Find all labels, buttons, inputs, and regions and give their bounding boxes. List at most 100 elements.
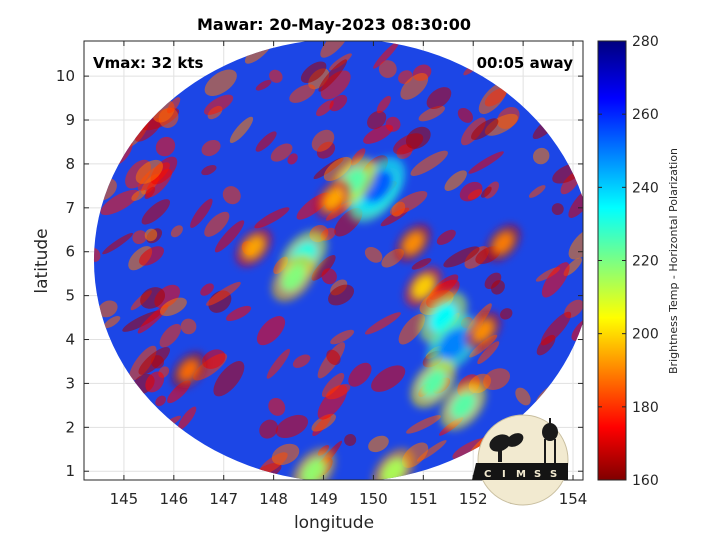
texture-streak — [320, 70, 351, 100]
texture-streak — [406, 415, 441, 434]
texture-streak — [328, 284, 355, 306]
texture-streak — [344, 433, 357, 447]
texture-streak — [159, 297, 187, 317]
texture-streak — [568, 227, 583, 260]
y-tick-label: 3 — [65, 374, 75, 392]
texture-streak — [484, 113, 518, 136]
y-tick-label: 2 — [65, 418, 75, 436]
logo-letter: C — [484, 469, 491, 480]
x-tick-label: 150 — [359, 490, 388, 508]
texture-streak — [378, 60, 397, 78]
x-tick-label: 148 — [259, 490, 288, 508]
texture-streak — [443, 246, 480, 268]
texture-streak — [222, 186, 241, 205]
logo-banner — [472, 463, 568, 480]
texture-streak — [318, 59, 348, 92]
x-tick-label: 152 — [459, 490, 488, 508]
texture-streak — [459, 181, 483, 202]
logo-letter: I — [502, 469, 506, 480]
texture-streak — [330, 329, 355, 345]
x-tick-label: 149 — [309, 490, 338, 508]
colorbar-tick-label: 280 — [632, 34, 659, 50]
texture-streak — [132, 230, 147, 245]
texture-streak — [170, 225, 183, 238]
texture-streak — [321, 373, 345, 398]
texture-streak — [484, 88, 507, 107]
texture-streak — [571, 314, 583, 341]
texture-streak — [500, 308, 513, 320]
texture-streak — [177, 406, 197, 430]
texture-streak — [477, 341, 500, 365]
texture-streak — [364, 246, 383, 263]
texture-streak — [389, 191, 428, 216]
colorbar — [598, 41, 626, 480]
texture-streak — [320, 41, 349, 58]
y-tick-label: 9 — [65, 111, 75, 129]
texture-streak — [271, 443, 300, 466]
texture-streak — [568, 185, 583, 219]
logo-letter: M — [516, 469, 526, 480]
texture-streak — [204, 94, 234, 115]
texture-streak — [363, 124, 394, 144]
texture-streak — [155, 136, 176, 157]
x-tick-label: 146 — [159, 490, 188, 508]
texture-streak — [326, 349, 341, 366]
texture-streak — [202, 349, 226, 369]
logo-letter: S — [534, 469, 541, 480]
feature-core — [243, 236, 265, 259]
colorbar-tick-label: 160 — [632, 473, 659, 489]
texture-streak — [533, 147, 550, 165]
y-tick-label: 6 — [65, 243, 75, 261]
texture-streak — [98, 300, 118, 318]
texture-streak — [325, 383, 351, 400]
feature-core — [420, 369, 447, 398]
colorbar-label: Brightness Temp - Horizontal Polarizatio… — [667, 148, 680, 374]
cimss-logo: C I M S S — [472, 414, 569, 506]
y-tick-label: 1 — [65, 462, 75, 480]
texture-streak — [226, 305, 252, 322]
texture-streak — [436, 229, 456, 245]
logo-dish-icon — [489, 433, 524, 462]
texture-streak — [457, 107, 473, 123]
texture-streak — [201, 164, 217, 176]
colorbar-tick-label: 240 — [632, 180, 659, 196]
texture-streak — [102, 232, 133, 255]
texture-streak — [551, 203, 564, 216]
texture-streak — [167, 97, 181, 114]
colorbar-tick-label: 200 — [632, 327, 659, 343]
texture-streak — [461, 117, 486, 146]
texture-streak — [268, 397, 286, 416]
texture-streak — [398, 313, 426, 345]
colorbar-ticks: 160 180 200 220 240 260 280 — [598, 34, 659, 489]
texture-streak — [259, 419, 279, 439]
texture-streak — [159, 323, 182, 348]
y-tick-label: 10 — [56, 67, 75, 85]
texture-streak — [371, 365, 406, 392]
x-axis-label: longitude — [294, 513, 374, 533]
time-offset-annotation: 00:05 away — [477, 54, 574, 72]
texture-streak — [135, 159, 164, 184]
feature-core — [323, 187, 344, 211]
texture-streak — [481, 186, 492, 198]
texture-streak — [103, 315, 121, 329]
texture-streak — [254, 207, 290, 229]
texture-streak — [311, 255, 336, 281]
texture-streak — [180, 318, 197, 335]
y-axis: 1 2 3 4 5 6 7 8 9 10 — [56, 67, 583, 480]
texture-streak — [190, 198, 213, 228]
texture-streak — [540, 311, 572, 346]
texture-streak — [329, 94, 348, 112]
texture-streak — [400, 73, 429, 100]
texture-streak — [141, 199, 171, 225]
texture-streak — [289, 84, 316, 103]
texture-streak — [269, 69, 283, 83]
texture-streak — [270, 143, 293, 162]
texture-streak — [139, 246, 165, 266]
texture-streak — [368, 435, 389, 453]
y-tick-label: 4 — [65, 331, 75, 349]
texture-streak — [275, 414, 309, 439]
x-tick-label: 145 — [110, 490, 139, 508]
x-tick-label: 147 — [209, 490, 238, 508]
texture-streak — [138, 347, 170, 375]
texture-streak — [140, 287, 166, 309]
